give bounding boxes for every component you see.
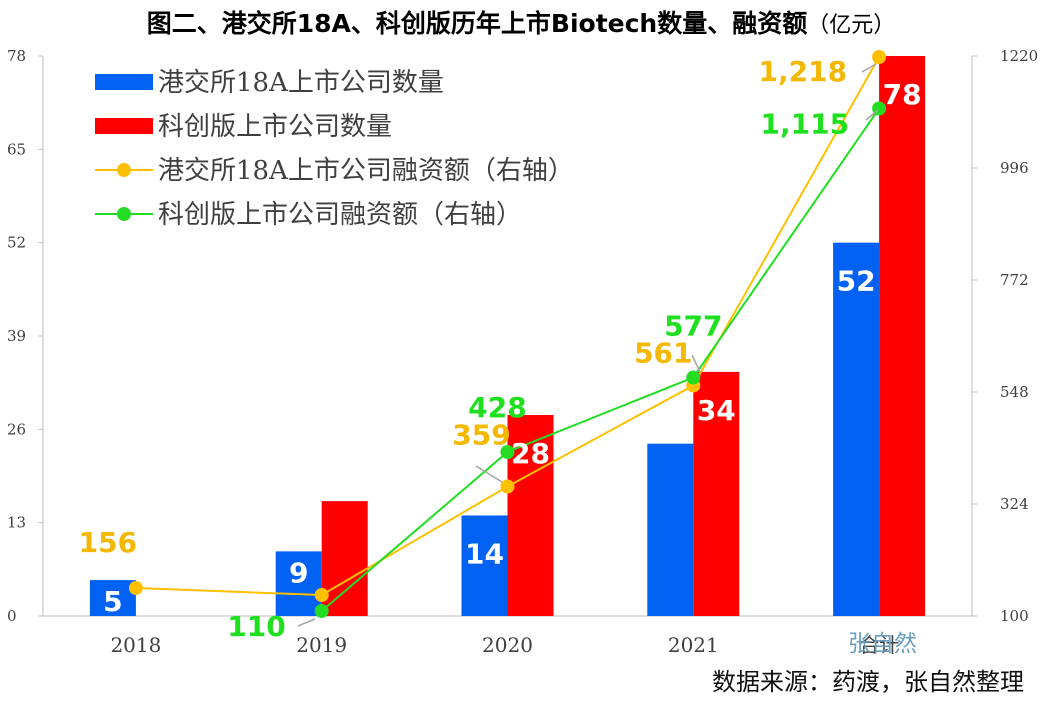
- series-point: [314, 604, 329, 618]
- line-data-label: 561: [634, 337, 692, 370]
- series-point: [314, 588, 329, 602]
- legend-swatch: [95, 74, 153, 90]
- series-line-star: [321, 107, 880, 612]
- x-tick-label: 合计: [859, 633, 899, 657]
- leader-line: [297, 618, 316, 627]
- series-point: [686, 370, 701, 385]
- right-tick-label: 100: [1000, 607, 1029, 625]
- legend-marker: [117, 163, 131, 177]
- legend-entry-label: 科创版上市公司融资额（右轴）: [158, 200, 522, 230]
- series-point: [128, 581, 143, 595]
- right-tick-label: 548: [1000, 383, 1029, 401]
- bar-hkex-0: [89, 580, 136, 616]
- legend-entry-label: 科创版上市公司数量: [158, 112, 392, 142]
- bar-data-label: 14: [465, 537, 504, 570]
- right-tick-label: 772: [1000, 271, 1029, 289]
- lines: [128, 50, 887, 618]
- right-tick-label: 1220: [1000, 47, 1038, 65]
- series-point: [500, 445, 515, 459]
- line-data-label: 359: [452, 419, 510, 452]
- title-main: 图二、港交所18A、科创版历年上市Biotech数量、融资额: [146, 9, 808, 38]
- line-data-label: 156: [79, 526, 137, 559]
- series-point: [872, 50, 887, 64]
- bar-star-3: [693, 371, 740, 616]
- line-data-label: 428: [468, 391, 526, 424]
- bars: [89, 56, 926, 616]
- left-tick-label: 13: [7, 514, 26, 532]
- x-tick-label: 2021: [668, 633, 719, 657]
- line-data-label: 1,115: [761, 108, 850, 141]
- axes: 0 13 26 39 52 65 78 100 324 548 772 996 1220 2018 2019…: [7, 47, 1038, 657]
- bar-star-4: [879, 56, 926, 616]
- left-tick-label: 39: [7, 327, 26, 345]
- leader-line: [865, 109, 879, 121]
- right-tick-label: 996: [1000, 159, 1029, 177]
- bar-hkex-4: [833, 242, 880, 616]
- line-data-label: 1,218: [759, 55, 848, 88]
- data-labels: 5 9 14 52 28 34 78 156 359 561 1,218 110 428 577 1,115: [79, 55, 922, 643]
- bar-hkex-3: [647, 443, 694, 616]
- bar-hkex-2: [461, 515, 508, 616]
- bar-hkex-1: [275, 551, 322, 616]
- bar-data-label: 78: [883, 78, 922, 111]
- legend-marker: [117, 207, 131, 221]
- line-data-label: 110: [227, 610, 285, 643]
- leader-line: [691, 354, 701, 373]
- x-tick-label: 2020: [482, 633, 533, 657]
- bar-star-1: [321, 501, 368, 616]
- left-tick-label: 78: [7, 47, 26, 65]
- bar-data-label: 5: [103, 585, 122, 618]
- bar-data-label: 28: [511, 437, 550, 470]
- watermark: 张自然: [848, 631, 917, 657]
- left-tick-label: 52: [7, 234, 26, 252]
- source-note: 数据来源：药渡，张自然整理: [712, 668, 1024, 696]
- left-tick-label: 26: [7, 420, 26, 438]
- left-tick-label: 0: [7, 607, 17, 625]
- legend-entry-label: 港交所18A上市公司融资额（右轴）: [158, 156, 574, 186]
- leader-line: [861, 63, 877, 73]
- bar-data-label: 34: [697, 394, 736, 427]
- x-tick-label: 2018: [110, 633, 161, 657]
- series-point: [500, 479, 515, 494]
- title-unit: （亿元）: [807, 13, 896, 38]
- chart-title: 图二、港交所18A、科创版历年上市Biotech数量、融资额（亿元）: [0, 4, 1042, 40]
- legend-swatch: [95, 118, 153, 134]
- right-tick-label: 324: [1000, 495, 1029, 513]
- leader-line: [475, 465, 503, 483]
- line-data-label: 577: [664, 310, 722, 343]
- bar-data-label: 9: [289, 556, 308, 589]
- bar-data-label: 52: [837, 265, 876, 298]
- legend-entry-label: 港交所18A上市公司数量: [158, 68, 444, 98]
- left-tick-label: 65: [7, 140, 26, 158]
- x-tick-label: 2019: [296, 633, 347, 657]
